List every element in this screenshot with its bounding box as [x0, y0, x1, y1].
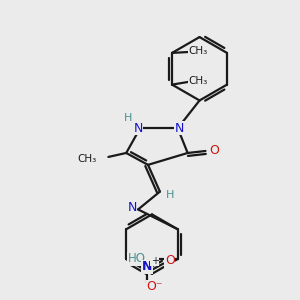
Text: CH₃: CH₃: [188, 76, 208, 85]
Text: HO: HO: [128, 253, 146, 266]
Text: H: H: [166, 190, 174, 200]
Text: O: O: [165, 254, 175, 268]
Text: H: H: [124, 113, 132, 123]
Text: N: N: [175, 122, 184, 135]
Text: N: N: [142, 260, 152, 273]
Text: CH₃: CH₃: [77, 154, 97, 164]
Text: CH₃: CH₃: [188, 46, 208, 56]
Text: O: O: [209, 145, 219, 158]
Text: O⁻: O⁻: [147, 280, 163, 293]
Text: N: N: [134, 122, 143, 135]
Text: N: N: [128, 201, 137, 214]
Text: +: +: [151, 256, 159, 266]
